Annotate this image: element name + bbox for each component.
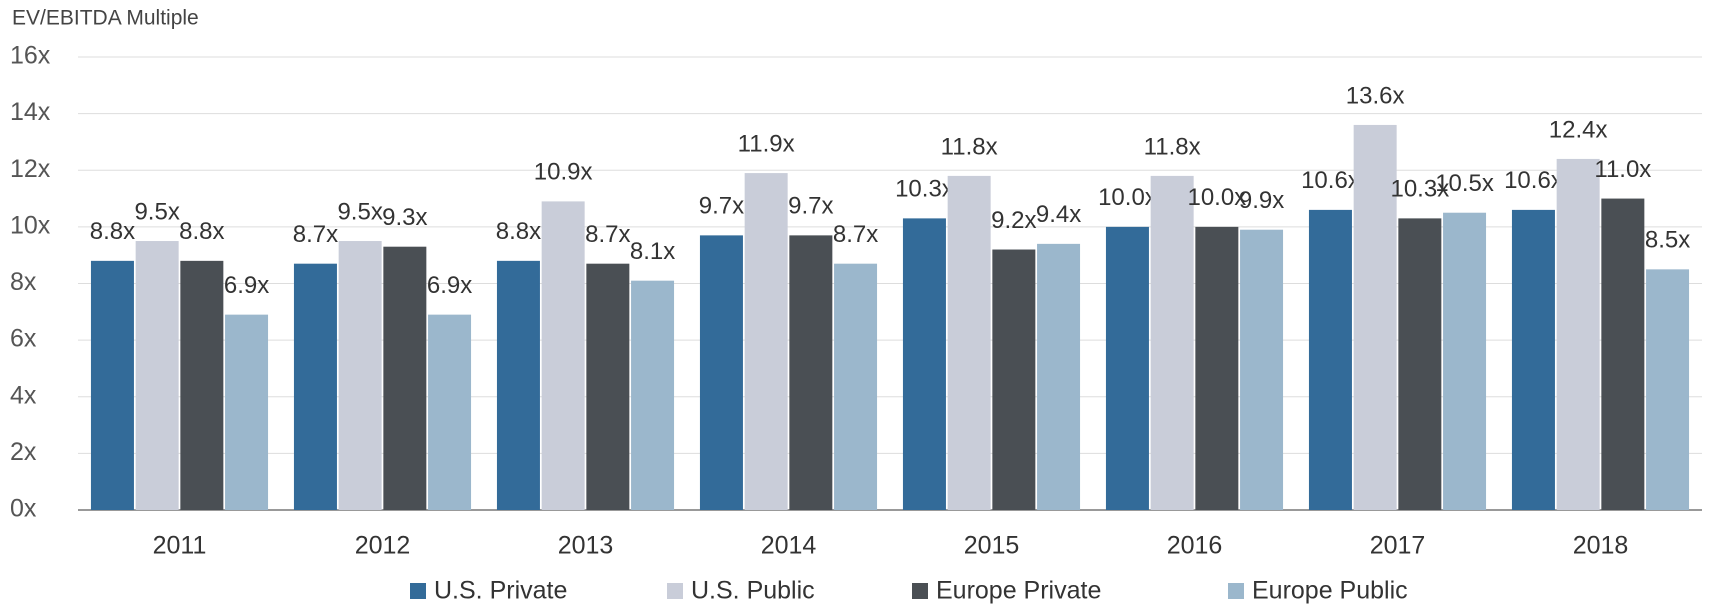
bar: [1105, 226, 1149, 510]
y-tick-label: 14x: [10, 98, 51, 126]
legend-label: U.S. Public: [691, 577, 815, 605]
bar: [586, 263, 630, 510]
x-tick-label: 2017: [1370, 532, 1426, 560]
bar: [744, 173, 788, 511]
value-label: 8.7x: [833, 221, 878, 248]
legend-swatch: [667, 583, 683, 599]
y-tick-label: 12x: [10, 155, 51, 183]
x-tick-label: 2016: [1167, 532, 1223, 560]
bar: [789, 235, 833, 510]
value-label: 8.7x: [585, 221, 630, 248]
y-tick-label: 8x: [10, 268, 37, 296]
y-tick-label: 10x: [10, 211, 51, 239]
value-label: 6.9x: [224, 272, 269, 299]
value-label: 11.9x: [738, 130, 795, 157]
bar: [383, 246, 427, 510]
bar: [699, 235, 743, 510]
x-tick-label: 2011: [153, 532, 207, 560]
value-label: 9.7x: [699, 193, 744, 220]
value-label: 11.8x: [941, 133, 998, 160]
value-label: 10.0x: [1098, 184, 1157, 211]
legend-swatch: [912, 583, 928, 599]
y-tick-label: 16x: [10, 42, 51, 70]
bar: [1398, 218, 1442, 510]
value-label: 8.1x: [630, 238, 675, 265]
legend-label: Europe Private: [936, 577, 1101, 605]
value-label: 12.4x: [1549, 116, 1608, 143]
bar: [180, 260, 224, 510]
value-label: 9.5x: [337, 198, 382, 225]
value-label: 8.8x: [90, 218, 135, 245]
bar: [90, 260, 134, 510]
value-label: 6.9x: [427, 272, 472, 299]
value-label: 8.5x: [1645, 227, 1690, 254]
bar: [428, 314, 472, 510]
bar: [1037, 243, 1081, 511]
bar: [1150, 175, 1194, 510]
bar: [293, 263, 337, 510]
x-tick-label: 2018: [1573, 532, 1629, 560]
value-label: 11.0x: [1594, 156, 1651, 183]
value-label: 10.0x: [1187, 184, 1246, 211]
bar: [1240, 229, 1284, 511]
value-label: 13.6x: [1346, 82, 1405, 109]
legend-swatch: [1228, 583, 1244, 599]
chart-title: EV/EBITDA Multiple: [12, 7, 199, 30]
value-label: 10.6x: [1504, 167, 1563, 194]
bar: [1601, 198, 1645, 510]
value-label: 10.5x: [1435, 170, 1494, 197]
value-label: 8.8x: [496, 218, 541, 245]
y-tick-label: 0x: [10, 495, 37, 523]
x-tick-label: 2014: [761, 532, 817, 560]
value-label: 10.3x: [895, 176, 954, 203]
bar: [496, 260, 540, 510]
bar: [992, 249, 1036, 510]
value-label: 10.3x: [1390, 176, 1449, 203]
y-tick-label: 6x: [10, 325, 37, 353]
x-tick-label: 2015: [964, 532, 1020, 560]
value-label: 9.7x: [788, 193, 833, 220]
bar: [1195, 226, 1239, 510]
value-label: 10.6x: [1301, 167, 1360, 194]
bar: [1646, 269, 1690, 510]
bar: [947, 175, 991, 510]
y-tick-label: 2x: [10, 438, 37, 466]
value-label: 11.8x: [1144, 133, 1201, 160]
bar: [1443, 212, 1487, 510]
y-tick-label: 4x: [10, 381, 37, 409]
bar: [338, 241, 382, 510]
value-label: 9.9x: [1239, 187, 1284, 214]
value-label: 9.2x: [991, 207, 1036, 234]
legend-label: Europe Public: [1252, 577, 1408, 605]
legend-label: U.S. Private: [434, 577, 567, 605]
bar: [834, 263, 878, 510]
value-label: 8.8x: [179, 218, 224, 245]
bar: [1353, 124, 1397, 510]
bar: [225, 314, 269, 510]
bar: [902, 218, 946, 510]
bar: [541, 201, 585, 511]
value-label: 8.7x: [293, 221, 338, 248]
bar: [1511, 209, 1555, 510]
value-label: 9.5x: [134, 198, 179, 225]
value-label: 9.3x: [382, 204, 427, 231]
value-label: 9.4x: [1036, 201, 1081, 228]
x-tick-label: 2013: [558, 532, 614, 560]
legend-swatch: [410, 583, 426, 599]
bar: [135, 241, 179, 510]
value-label: 10.9x: [534, 159, 593, 186]
bar: [1308, 209, 1352, 510]
bar: [1556, 158, 1600, 511]
x-tick-label: 2012: [355, 532, 411, 560]
bar: [631, 280, 675, 510]
